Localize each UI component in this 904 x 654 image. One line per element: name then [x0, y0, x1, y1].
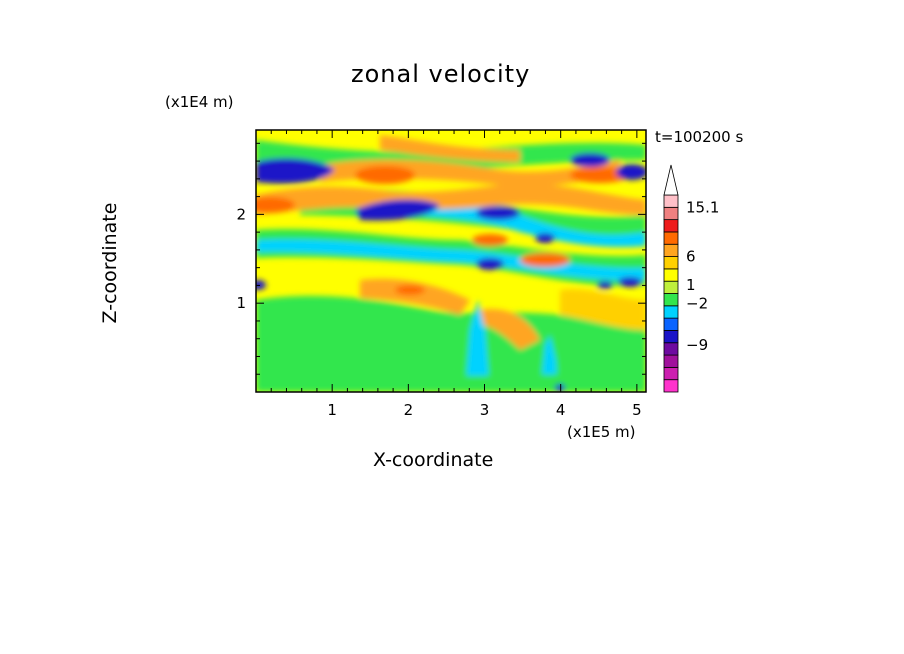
x-tick-label: 4 [556, 401, 566, 419]
colorbar-swatch [663, 268, 679, 282]
x-tick-label: 1 [327, 401, 337, 419]
contour-band [570, 153, 610, 167]
contour-band [555, 384, 565, 392]
x-tick-label: 3 [480, 401, 490, 419]
colorbar-label: 6 [686, 248, 696, 266]
colorbar-swatch [663, 206, 679, 221]
contour-band [570, 167, 630, 183]
y-scale-label: (x1E4 m) [165, 93, 234, 111]
colorbar: 15.1 6 1−2 −9 [663, 164, 719, 393]
y-tick-label: 2 [236, 205, 246, 223]
x-ticks: 1 2 3 4 5 [270, 130, 642, 419]
contour-band [520, 253, 570, 267]
colorbar-swatch [663, 243, 679, 257]
colorbar-swatch [663, 330, 679, 344]
colorbar-swatch [663, 317, 679, 331]
contour-band [480, 309, 540, 350]
colorbar-swatch [663, 194, 679, 208]
contour-band [320, 159, 620, 187]
y-ticks: 12 [236, 142, 646, 375]
colorbar-swatch [663, 354, 679, 368]
time-label: t=100200 s [655, 128, 744, 146]
colorbar-swatch [663, 366, 679, 381]
x-tick-label: 5 [632, 401, 642, 419]
colorbar-swatch [663, 256, 679, 270]
y-tick-label: 1 [236, 294, 246, 312]
x-scale-label: (x1E5 m) [567, 423, 636, 441]
plot-frame [255, 129, 647, 393]
contour-band [256, 183, 646, 215]
colorbar-swatch [663, 219, 679, 233]
contour-band [616, 164, 646, 180]
contour-band [476, 206, 520, 220]
colorbar-label: 1 [686, 276, 696, 294]
colorbar-extend-arrow [663, 164, 679, 196]
contour-band [256, 239, 646, 281]
contour-band [597, 281, 613, 289]
colorbar-label: 15.1 [686, 198, 719, 216]
contour-band [256, 158, 335, 184]
colorbar-swatch [663, 293, 679, 307]
colorbar-swatch [663, 280, 679, 294]
colorbar-swatch [663, 305, 679, 319]
contour-band [360, 278, 470, 315]
contour-band [560, 288, 646, 330]
contour-band [256, 197, 295, 213]
x-tick-label: 2 [404, 401, 414, 419]
colorbar-swatch [663, 379, 679, 393]
colorbar-swatch [663, 342, 679, 356]
contour-band [472, 234, 508, 246]
contour-band [380, 135, 520, 162]
contour-band [476, 258, 504, 270]
contour-band [256, 280, 266, 290]
chart-title: zonal velocity [351, 60, 531, 88]
contour-band [465, 300, 490, 392]
contour-band [355, 199, 440, 221]
colorbar-swatch [663, 231, 679, 245]
x-axis-title: X-coordinate [373, 449, 494, 471]
contour-band [618, 277, 642, 287]
plot-area [256, 130, 646, 392]
contour-band [395, 285, 425, 295]
contour-band [355, 166, 415, 184]
contour-band [256, 368, 646, 392]
contour-band [535, 233, 555, 243]
colorbar-label: −2 [686, 294, 708, 312]
colorbar-label: −9 [686, 336, 708, 354]
